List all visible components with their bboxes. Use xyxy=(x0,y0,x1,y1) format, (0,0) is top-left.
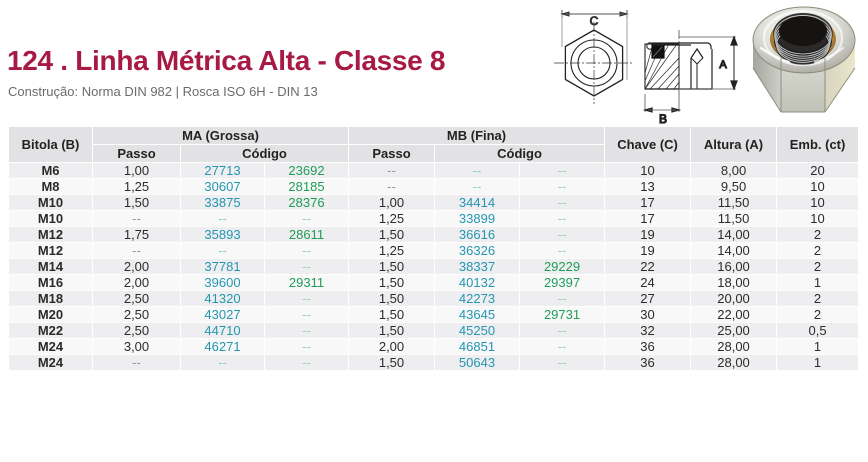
svg-text:B: B xyxy=(659,112,667,125)
svg-text:A: A xyxy=(719,59,727,71)
